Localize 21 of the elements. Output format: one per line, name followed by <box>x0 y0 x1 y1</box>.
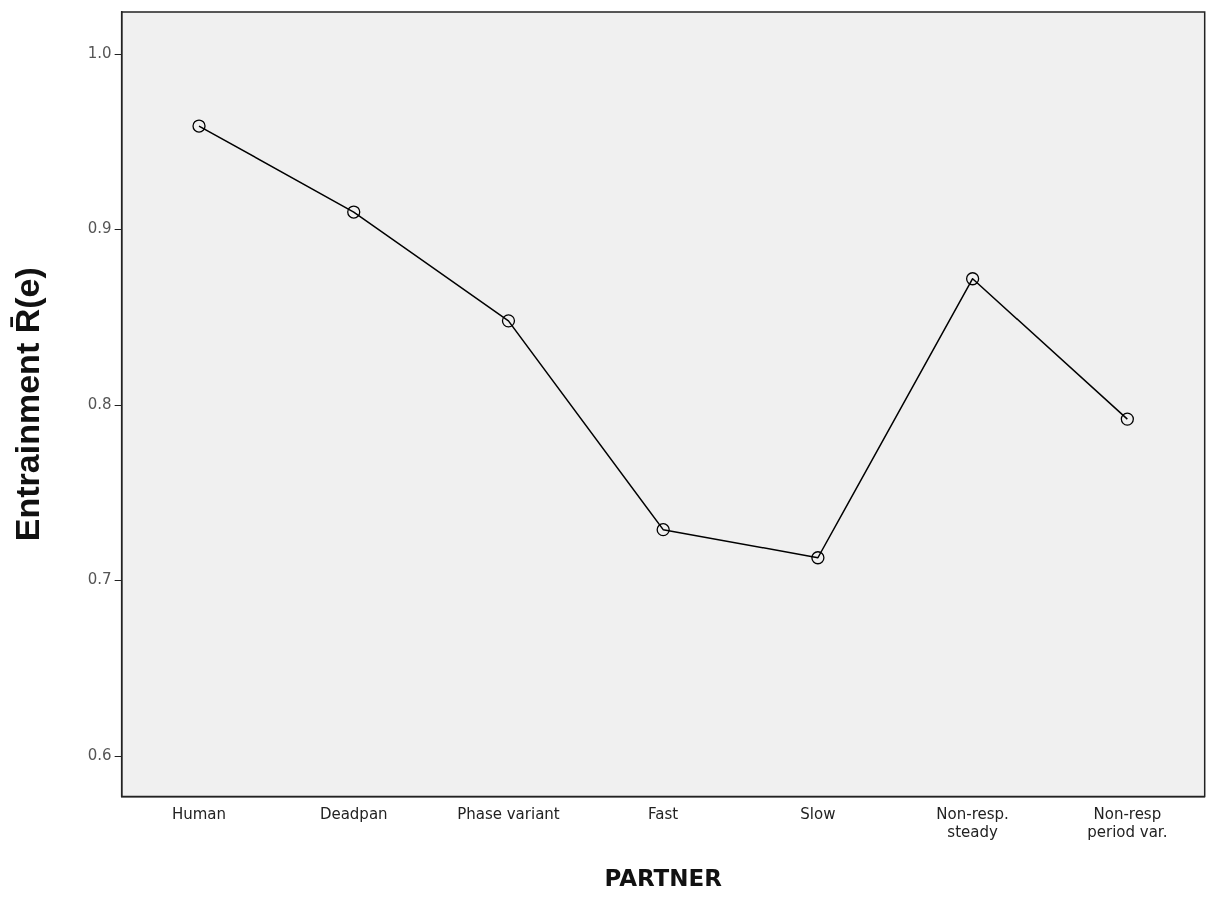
x-tick-label: Non-resp period var. <box>1087 805 1168 842</box>
x-tick-label: Fast <box>648 805 679 824</box>
x-axis-title: PARTNER <box>604 865 723 892</box>
x-tick-label: Non-resp. steady <box>936 805 1009 842</box>
x-tick-label: Human <box>171 805 227 824</box>
point <box>347 205 361 219</box>
y-tick-label: 0.6 <box>87 745 112 764</box>
point <box>501 314 516 328</box>
x-tick-label: Phase variant <box>457 805 560 824</box>
point <box>811 551 825 565</box>
point <box>656 523 670 537</box>
y-tick-label: 1.0 <box>87 44 112 63</box>
y-tick-label: 0.9 <box>87 219 112 238</box>
point <box>1120 412 1134 426</box>
y-axis-title: Entrainment R̄(e) <box>7 267 46 542</box>
point <box>192 119 206 133</box>
point <box>965 272 980 286</box>
y-tick-label: 0.8 <box>87 394 112 413</box>
y-tick-label: 0.7 <box>87 570 112 589</box>
x-tick-label: Slow <box>800 805 836 824</box>
x-tick-label: Deadpan <box>319 805 388 824</box>
